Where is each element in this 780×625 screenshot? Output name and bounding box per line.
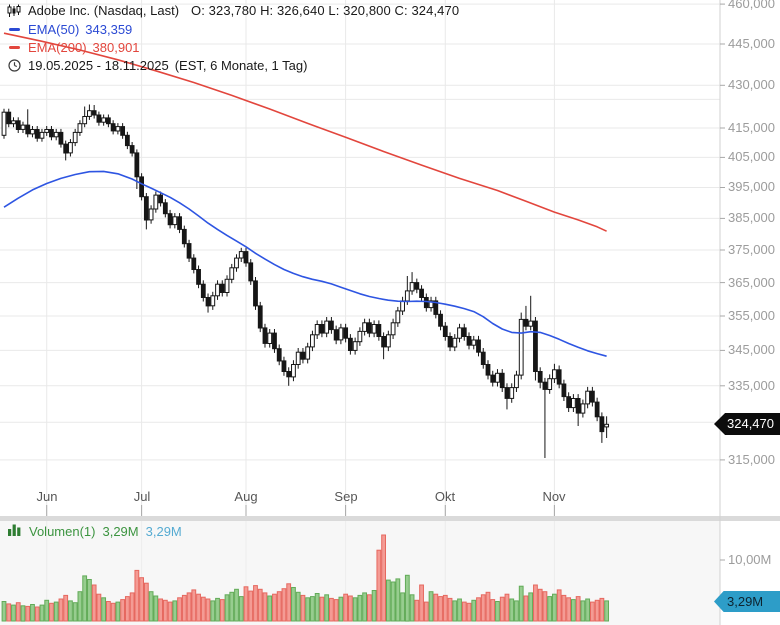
price-axis-label: 345,000 <box>728 342 775 357</box>
volume-axis-value: 3,29M <box>145 523 182 539</box>
ema200-line-icon <box>6 46 22 49</box>
price-axis-label: 365,000 <box>728 275 775 290</box>
candlestick-icon <box>6 4 22 18</box>
chart-header: Adobe Inc. (Nasdaq, Last) O: 323,780 H: … <box>6 3 459 73</box>
volume-value: 3,29M <box>102 523 139 539</box>
volume-label: Volumen(1) <box>29 523 96 539</box>
month-axis-label: Jun <box>36 489 58 504</box>
price-axis-label: 415,000 <box>728 120 775 135</box>
price-axis-label: 445,000 <box>728 36 775 51</box>
date-range-row[interactable]: 19.05.2025 - 18.11.2025 (EST, 6 Monate, … <box>6 58 459 73</box>
price-axis-label: 375,000 <box>728 242 775 257</box>
last-price-tag: 324,470 <box>714 413 780 435</box>
ema50-line-icon <box>6 28 22 31</box>
instrument-row[interactable]: Adobe Inc. (Nasdaq, Last) O: 323,780 H: … <box>6 3 459 18</box>
month-axis-label: Nov <box>542 489 566 504</box>
price-axis-label: 460,000 <box>728 0 775 11</box>
ema50-legend-row[interactable]: EMA(50) 343,359 <box>6 22 459 37</box>
volume-tag: 3,29M <box>714 591 780 612</box>
ema200-label: EMA(200) <box>28 40 87 55</box>
price-axis-label: 405,000 <box>728 149 775 164</box>
volume-bars-icon <box>8 523 22 539</box>
month-axis-label: Sep <box>334 489 358 504</box>
ema50-value: 343,359 <box>85 22 133 37</box>
month-axis-label: Aug <box>234 489 258 504</box>
ema50-label: EMA(50) <box>28 22 80 37</box>
price-axis-label: 430,000 <box>728 77 775 92</box>
price-axis-label: 315,000 <box>728 452 775 467</box>
price-axis-label: 395,000 <box>728 179 775 194</box>
volume-legend-row[interactable]: Volumen(1) 3,29M 3,29M <box>8 523 182 539</box>
price-axis-label: 355,000 <box>728 308 775 323</box>
price-axis-label: 335,000 <box>728 378 775 393</box>
month-axis-label: Jul <box>133 489 151 504</box>
ohlc-values: O: 323,780 H: 326,640 L: 320,800 C: 324,… <box>191 3 460 18</box>
price-axis-label: 385,000 <box>728 210 775 225</box>
ema200-value: 380,901 <box>92 40 140 55</box>
ema200-legend-row[interactable]: EMA(200) 380,901 <box>6 40 459 55</box>
range-settings: (EST, 6 Monate, 1 Tag) <box>174 58 308 73</box>
clock-icon <box>6 59 22 72</box>
month-axis-label: Okt <box>434 489 456 504</box>
volume-axis-tick-label: 10,00M <box>728 552 772 567</box>
instrument-title: Adobe Inc. (Nasdaq, Last) <box>28 3 180 18</box>
date-range: 19.05.2025 - 18.11.2025 <box>28 58 169 73</box>
